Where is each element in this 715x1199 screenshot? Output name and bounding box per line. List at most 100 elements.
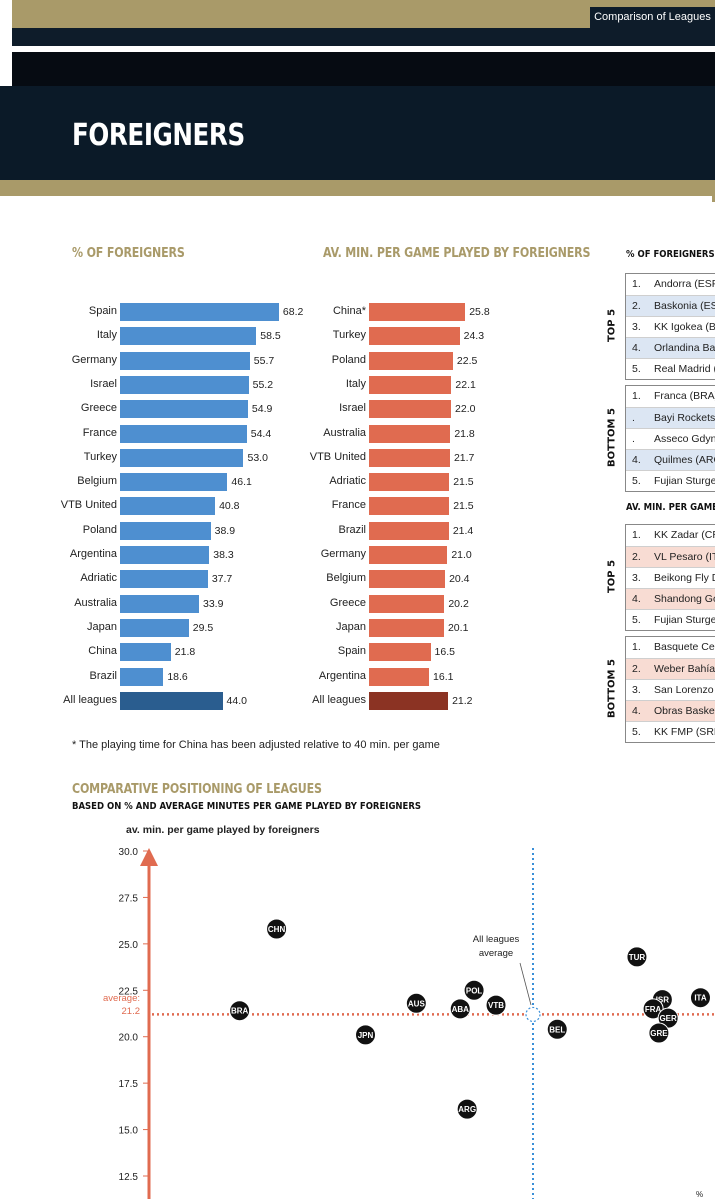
bar: [369, 497, 450, 516]
bar-label: Belgium: [326, 572, 366, 585]
header-divider: [0, 46, 715, 52]
average-annotation-line2: average: [478, 948, 514, 959]
bar: [120, 570, 208, 589]
bar-value: 40.8: [219, 500, 240, 513]
bar-value: 22.0: [455, 403, 476, 416]
row-rank: 2.: [632, 300, 641, 312]
row-rank: 4.: [632, 454, 641, 466]
bar-label: Israel: [339, 402, 366, 415]
bar-value: 21.0: [451, 549, 472, 561]
row-name: Franca (BRA): [654, 390, 715, 402]
table-row: 4. Orlandina Bask: [626, 337, 715, 358]
row-rank: 4.: [632, 342, 641, 354]
table-row: 5. Fujian Sturgeon: [626, 609, 715, 630]
row-name: Basquete Ceare: [654, 641, 715, 653]
point-label: AUS: [408, 999, 426, 1008]
bar-label: China*: [332, 305, 366, 317]
y-tick-label: 17.5: [119, 1079, 139, 1090]
bar-label: Australia: [74, 596, 117, 609]
table-row: 1. KK Zadar (CRO): [626, 525, 715, 546]
bar: [369, 667, 430, 686]
bar-value: 37.7: [211, 573, 233, 586]
bar: [120, 448, 244, 467]
bar: [120, 303, 279, 321]
table-row: 5. Real Madrid (ES: [626, 358, 715, 379]
y-tick-label: 20.0: [119, 1033, 139, 1044]
row-name: Beikong Fly Dra: [654, 572, 715, 584]
row-name: Fujian Sturgeon: [654, 475, 715, 487]
row-rank: .: [632, 412, 635, 424]
bar: [369, 618, 444, 637]
point-jpn: [355, 1024, 377, 1046]
point-bra: [229, 1000, 251, 1022]
bar-value: 44.0: [226, 694, 247, 707]
average-label: average:: [103, 993, 140, 1004]
table-row: 1. Franca (BRA): [626, 386, 715, 407]
bar-label: Italy: [345, 377, 366, 390]
table-row: . Bayi Rockets (C: [626, 407, 715, 428]
point-label: ISR: [656, 996, 670, 1005]
table-group: 1. Andorra (ESP) 2. Baskonia (ESP) 3. KK Igok…: [625, 273, 715, 380]
table-title-foreigners: % OF FOREIGNERS: [626, 249, 715, 260]
table-row: 4. Shandong Gold: [626, 588, 715, 609]
bar-label: France: [331, 499, 366, 512]
point-gre: [648, 1022, 670, 1044]
bar-label: Italy: [96, 329, 117, 342]
bar-value: 22.5: [456, 354, 478, 367]
y-tick-label: 15.0: [119, 1126, 139, 1137]
bar-value: 46.1: [231, 476, 252, 489]
row-rank: 3.: [632, 572, 641, 584]
point-label: BRA: [231, 1007, 249, 1016]
point-label: VTB: [488, 1001, 504, 1010]
bar-label: Adriatic: [80, 572, 117, 585]
bar-value: 29.5: [192, 621, 214, 634]
point-label: POL: [466, 986, 483, 995]
bar: [369, 375, 452, 394]
table-row: 5. Fujian Sturgeon: [626, 470, 715, 491]
table-row: 2. Weber Bahía (A: [626, 658, 715, 679]
bar-label: Germany: [320, 548, 366, 560]
average-annotation-line1: All leagues: [472, 934, 520, 945]
bar-label: Japan: [336, 620, 366, 633]
bar: [120, 691, 223, 710]
table-title-minutes: AV. MIN. PER GAME P: [626, 502, 715, 513]
point-label: BEL: [549, 1025, 565, 1034]
bar-label: Brazil: [338, 523, 366, 536]
bar-value: 21.2: [452, 694, 473, 707]
y-tick-label: 12.5: [119, 1172, 139, 1183]
bar-value: 21.5: [453, 500, 474, 513]
bar-value: 38.9: [214, 524, 236, 537]
header-band-dark: [12, 52, 715, 86]
row-name: KK Igokea (BIH): [654, 321, 715, 333]
bar: [120, 643, 171, 662]
y-tick-label: 27.5: [119, 893, 139, 904]
row-rank: 2.: [632, 663, 641, 675]
bar-label: Poland: [82, 523, 117, 536]
y-tick-label: 22.5: [119, 986, 139, 997]
bar-value: 53.0: [247, 451, 268, 464]
bar-value: 38.3: [213, 549, 234, 561]
row-rank: 4.: [632, 593, 641, 605]
left-margin-stripe: [0, 0, 12, 84]
bar: [120, 594, 199, 613]
bar: [120, 618, 189, 637]
annotation-pointer: [519, 962, 532, 1006]
row-name: Asseco Gdynia: [654, 433, 715, 445]
row-name: Baskonia (ESP): [654, 300, 715, 312]
bar-label: Japan: [87, 620, 117, 633]
bar-label: All leagues: [63, 693, 117, 706]
bar: [369, 303, 466, 321]
bar-label: France: [82, 426, 117, 439]
row-rank: .: [632, 433, 635, 445]
bar-label: Turkey: [332, 329, 366, 342]
bar-label: Adriatic: [329, 475, 366, 488]
table-row: 2. Baskonia (ESP): [626, 295, 715, 316]
bar: [369, 546, 448, 564]
bar-label: Greece: [80, 402, 117, 415]
row-name: Quilmes (ARG): [654, 454, 715, 466]
point-label: CHN: [268, 925, 286, 934]
bar-label: VTB United: [309, 450, 366, 463]
table-row: 4. Obras Basket (A: [626, 700, 715, 721]
bar: [120, 473, 228, 492]
bar: [369, 570, 446, 589]
